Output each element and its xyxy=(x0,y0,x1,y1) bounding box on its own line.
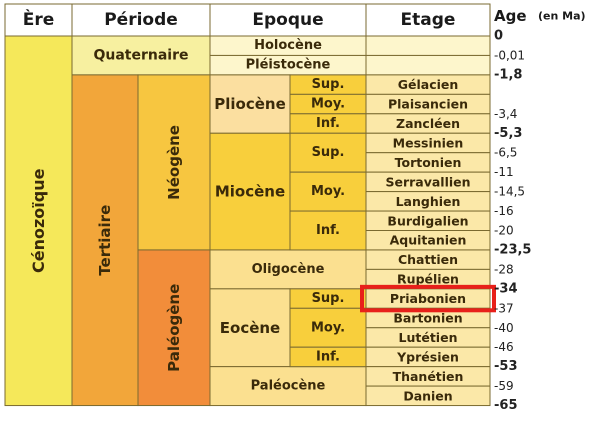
age-label: -28 xyxy=(494,262,514,276)
age-label: -16 xyxy=(494,204,514,218)
stage-label: Lutétien xyxy=(399,330,458,345)
epoch-cell xyxy=(209,132,291,251)
period-quaternaire xyxy=(71,35,211,76)
age-label: -46 xyxy=(494,340,514,354)
stage-label: Chattien xyxy=(398,252,458,267)
subperiod-neogene xyxy=(137,74,211,251)
subdivision-label: Moy. xyxy=(311,320,345,335)
stage-label: Plaisancien xyxy=(388,97,468,112)
epoch-label: Oligocène xyxy=(252,262,325,277)
header-ere: Ère xyxy=(23,8,55,30)
subdivision-label: Moy. xyxy=(311,97,345,112)
stage-label: Burdigalien xyxy=(387,213,468,228)
stage-label: Langhien xyxy=(396,194,461,209)
stage-label: Bartonien xyxy=(393,311,462,326)
header-cell-etage xyxy=(365,3,491,37)
stage-cell xyxy=(365,54,491,76)
subperiod-paleogene xyxy=(137,249,211,407)
highlight-box xyxy=(360,284,496,313)
stage-label: Zancléen xyxy=(396,116,460,131)
age-label: -1,8 xyxy=(494,67,522,82)
stage-label: Tortonien xyxy=(395,155,462,170)
header-age-unit: (en Ma) xyxy=(538,10,586,23)
age-label: 0 xyxy=(494,29,503,44)
stage-label: Thanétien xyxy=(393,369,464,384)
age-label: -40 xyxy=(494,321,514,335)
age-label: -53 xyxy=(494,359,518,374)
subdivision-label: Sup. xyxy=(312,77,345,92)
age-label: -65 xyxy=(494,398,518,413)
epoch-cell xyxy=(209,74,291,134)
age-label: -34 xyxy=(494,281,518,296)
age-label: -5,3 xyxy=(494,126,522,141)
subdivision-label: Sup. xyxy=(312,291,345,306)
stage-label: Messinien xyxy=(393,135,464,150)
stage-cell xyxy=(365,35,491,56)
epoch-cell xyxy=(209,288,291,368)
stage-label: Danien xyxy=(403,388,452,403)
age-label: -11 xyxy=(494,165,514,179)
subdivision-label: Sup. xyxy=(312,145,345,160)
header-cell-periode xyxy=(71,3,211,37)
header-etage: Etage xyxy=(401,10,456,30)
subdivision-label: Inf. xyxy=(316,349,340,364)
age-label: -59 xyxy=(494,379,514,393)
period-label-quaternaire: Quaternaire xyxy=(93,47,188,63)
epoch-cell xyxy=(209,366,367,407)
epoch-label: Miocène xyxy=(215,183,285,201)
stage-label: Yprésien xyxy=(396,349,459,364)
subdivision-cell xyxy=(289,210,367,251)
age-label: -20 xyxy=(494,224,514,238)
period-tertiaire xyxy=(71,74,139,407)
epoch-label: Pliocène xyxy=(214,95,286,113)
age-label: -14,5 xyxy=(494,185,525,199)
stage-label: Gélacien xyxy=(398,77,459,92)
epoch-label: Pléistocène xyxy=(246,58,331,73)
header-age: Age xyxy=(494,7,527,25)
subperiod-label-neogene: Néogène xyxy=(165,125,183,200)
stage-label: Aquitanien xyxy=(390,233,467,248)
ere-cenozoique xyxy=(4,35,73,407)
stage-label: Priabonien xyxy=(390,291,466,306)
epoch-label: Eocène xyxy=(220,319,280,337)
stage-label: Serravallien xyxy=(385,174,470,189)
header-epoque: Epoque xyxy=(252,10,323,30)
age-label: -3,4 xyxy=(494,107,517,121)
subdivision-cell xyxy=(289,307,367,348)
header-periode: Période xyxy=(104,10,178,30)
stage-label: Rupélien xyxy=(397,272,459,287)
epoch-cell xyxy=(209,249,367,290)
subdivision-label: Inf. xyxy=(316,116,340,131)
header-cell-epoque xyxy=(209,3,367,37)
header-cell-ere xyxy=(4,3,73,37)
subdivision-label: Inf. xyxy=(316,223,340,238)
age-label: -37 xyxy=(494,301,514,315)
period-label-tertiaire: Tertiaire xyxy=(96,205,114,276)
subdivision-cell xyxy=(289,132,367,173)
age-label: -6,5 xyxy=(494,146,517,160)
epoch-label: Holocène xyxy=(254,38,322,53)
subperiod-label-paleogene: Paléogène xyxy=(165,284,183,372)
subdivision-label: Moy. xyxy=(311,184,345,199)
epoch-label: Paléocène xyxy=(251,379,326,394)
age-label: -0,01 xyxy=(494,48,525,62)
age-label: -23,5 xyxy=(494,242,531,257)
ere-label: Cénozoïque xyxy=(29,168,48,273)
stage-cell xyxy=(365,385,491,407)
